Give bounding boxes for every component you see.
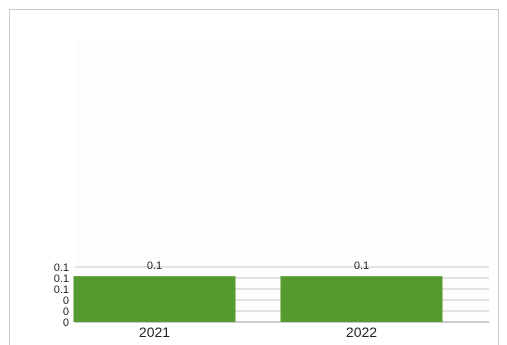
plot-background	[75, 40, 489, 322]
data-labels: 0.1 0.1	[147, 260, 369, 272]
data-label-2021: 0.1	[147, 260, 162, 272]
x-axis-tick-labels: 2021 2022	[139, 324, 377, 340]
y-tick-label: 0.1	[54, 262, 69, 274]
bar-2022	[280, 276, 443, 322]
x-tick-label-2022: 2022	[346, 324, 377, 340]
y-tick-label: 0	[63, 295, 69, 307]
bars	[73, 276, 443, 322]
y-tick-label: 0	[63, 317, 69, 329]
bar-2021	[73, 276, 236, 322]
y-tick-label: 0	[63, 306, 69, 318]
y-tick-label: 0.1	[54, 284, 69, 296]
x-tick-label-2021: 2021	[139, 324, 170, 340]
y-tick-label: 0.1	[54, 273, 69, 285]
data-label-2022: 0.1	[354, 260, 369, 272]
